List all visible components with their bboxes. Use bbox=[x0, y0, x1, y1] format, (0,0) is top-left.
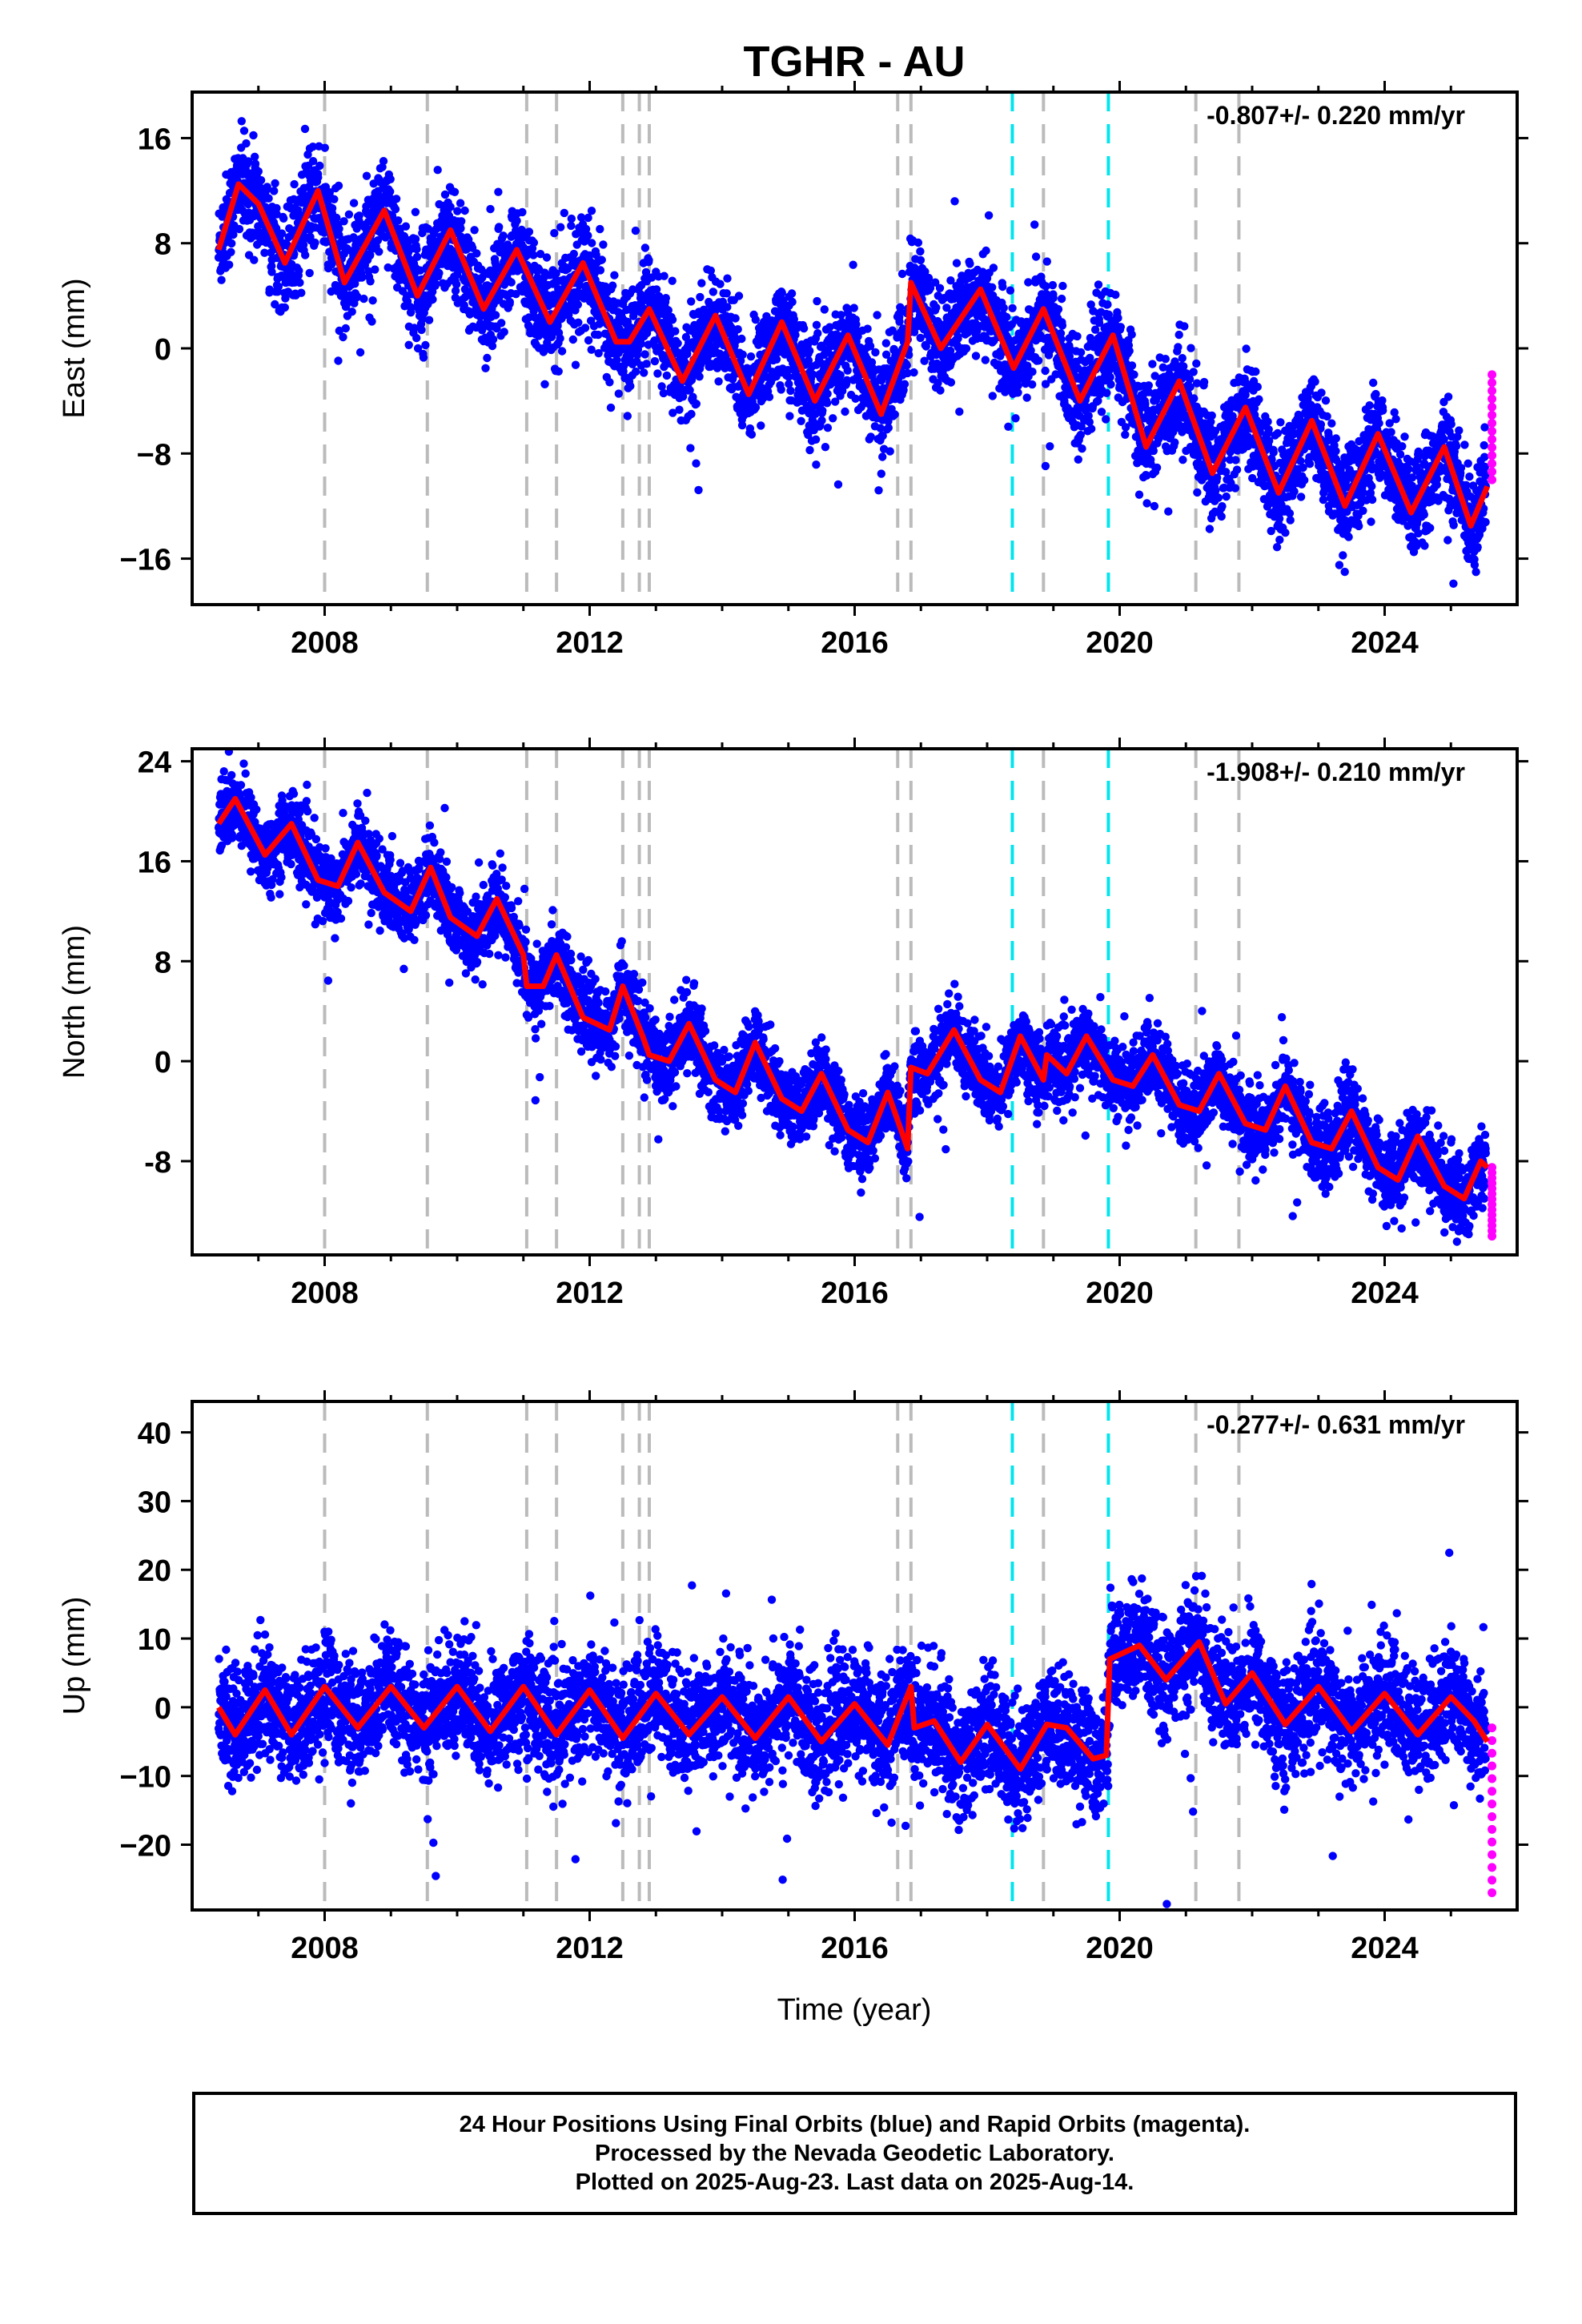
y-tick-label: 0 bbox=[155, 1046, 171, 1080]
x-tick-label: 2012 bbox=[556, 1932, 624, 1965]
final-orbit-scatter bbox=[215, 1549, 1490, 1940]
y-tick-label: 0 bbox=[155, 1692, 171, 1726]
rapid-point bbox=[1488, 411, 1496, 420]
rapid-point bbox=[1488, 451, 1496, 460]
plot-area-up bbox=[215, 1401, 1496, 1939]
y-axis-label-up: Up (mm) bbox=[58, 1597, 91, 1715]
rapid-point bbox=[1488, 1812, 1496, 1821]
chart-title: TGHR - AU bbox=[744, 38, 966, 86]
x-tick-label: 2008 bbox=[291, 1277, 359, 1310]
rapid-orbit-points-up bbox=[1488, 1723, 1496, 1897]
x-tick-label: 2024 bbox=[1351, 1277, 1419, 1310]
rapid-point bbox=[1488, 387, 1496, 396]
y-tick-label: 16 bbox=[138, 123, 171, 156]
rapid-point bbox=[1488, 1825, 1496, 1834]
panel-up: 2008 2012 2016 2020 2024 40 30 20 10 0 −10 −20 Up (m… bbox=[58, 1390, 1528, 1965]
rapid-point bbox=[1488, 1163, 1496, 1172]
y-axis-label-east: East (mm) bbox=[58, 278, 91, 418]
rapid-point bbox=[1488, 1774, 1496, 1783]
rate-annotation-north: -1.908+/- 0.210 mm/yr bbox=[1207, 758, 1465, 786]
footer-line-1: 24 Hour Positions Using Final Orbits (bl… bbox=[460, 2110, 1251, 2139]
rapid-point bbox=[1488, 427, 1496, 436]
y-tick-label: 8 bbox=[155, 946, 171, 979]
x-tick-label: 2024 bbox=[1351, 626, 1419, 660]
y-tick-label: 40 bbox=[138, 1417, 171, 1451]
x-tick-label: 2016 bbox=[821, 1277, 889, 1310]
rapid-point bbox=[1488, 1838, 1496, 1847]
y-tick-label: -8 bbox=[144, 1146, 171, 1180]
y-tick-label: 16 bbox=[138, 846, 171, 879]
rapid-point bbox=[1488, 443, 1496, 452]
y-tick-label: −16 bbox=[120, 544, 171, 577]
x-tick-label: 2016 bbox=[821, 626, 889, 660]
rapid-point bbox=[1488, 1799, 1496, 1808]
y-tick-label: −20 bbox=[120, 1829, 171, 1863]
rapid-point bbox=[1488, 1851, 1496, 1860]
rapid-point bbox=[1488, 1888, 1496, 1897]
y-tick-label: 30 bbox=[138, 1486, 171, 1519]
final-orbit-scatter bbox=[215, 73, 1490, 675]
x-tick-label: 2020 bbox=[1086, 626, 1154, 660]
rapid-orbit-points-north bbox=[1488, 1163, 1496, 1240]
y-tick-label: 0 bbox=[155, 333, 171, 367]
rapid-point bbox=[1488, 419, 1496, 428]
footer-line-3: Plotted on 2025-Aug-23. Last data on 202… bbox=[576, 2168, 1134, 2197]
y-tick-label: 24 bbox=[138, 746, 171, 780]
panel-north: 2008 2012 2016 2020 2024 24 16 8 0 -8 North (mm) -1… bbox=[58, 738, 1528, 1310]
x-tick-label: 2020 bbox=[1086, 1932, 1154, 1965]
x-tick-label: 2012 bbox=[556, 626, 624, 660]
x-tick-label: 2024 bbox=[1351, 1932, 1419, 1965]
rate-annotation-east: -0.807+/- 0.220 mm/yr bbox=[1207, 101, 1465, 130]
y-tick-label: 10 bbox=[138, 1623, 171, 1657]
panel-east: 2008 2012 2016 2020 2024 16 8 0 −8 −16 East (mm) -0… bbox=[58, 73, 1528, 675]
y-tick-label: 20 bbox=[138, 1554, 171, 1588]
plot-area-east bbox=[215, 73, 1496, 675]
rapid-point bbox=[1488, 370, 1496, 379]
x-tick-label: 2012 bbox=[556, 1277, 624, 1310]
final-orbit-points-east bbox=[215, 73, 1490, 675]
rapid-point bbox=[1488, 459, 1496, 468]
rapid-point bbox=[1488, 1787, 1496, 1795]
rapid-point bbox=[1488, 1762, 1496, 1771]
y-tick-label: −8 bbox=[137, 438, 171, 472]
y-axis-label-north: North (mm) bbox=[58, 925, 91, 1079]
rapid-point bbox=[1488, 1876, 1496, 1884]
x-axis-label: Time (year) bbox=[777, 1993, 932, 2027]
final-orbit-points-up bbox=[215, 1549, 1490, 1940]
rapid-point bbox=[1488, 1863, 1496, 1872]
final-orbit-points-north bbox=[215, 747, 1490, 1245]
rapid-point bbox=[1488, 395, 1496, 404]
x-tick-label: 2008 bbox=[291, 626, 359, 660]
x-tick-label: 2020 bbox=[1086, 1277, 1154, 1310]
rapid-point bbox=[1488, 1723, 1496, 1732]
rapid-point bbox=[1488, 378, 1496, 387]
rapid-point bbox=[1488, 468, 1496, 476]
rate-annotation-up: -0.277+/- 0.631 mm/yr bbox=[1207, 1410, 1465, 1439]
rapid-point bbox=[1488, 1749, 1496, 1758]
footer-line-2: Processed by the Nevada Geodetic Laborat… bbox=[595, 2139, 1114, 2168]
final-orbit-scatter bbox=[215, 747, 1490, 1245]
x-tick-label: 2016 bbox=[821, 1932, 889, 1965]
rapid-point bbox=[1488, 435, 1496, 444]
y-tick-label: 8 bbox=[155, 228, 171, 262]
x-tick-label: 2008 bbox=[291, 1932, 359, 1965]
rapid-point bbox=[1488, 476, 1496, 485]
footer-box: 24 Hour Positions Using Final Orbits (bl… bbox=[192, 2092, 1517, 2215]
y-tick-label: −10 bbox=[120, 1761, 171, 1795]
plot-area-north bbox=[215, 747, 1496, 1255]
rapid-point bbox=[1488, 403, 1496, 412]
